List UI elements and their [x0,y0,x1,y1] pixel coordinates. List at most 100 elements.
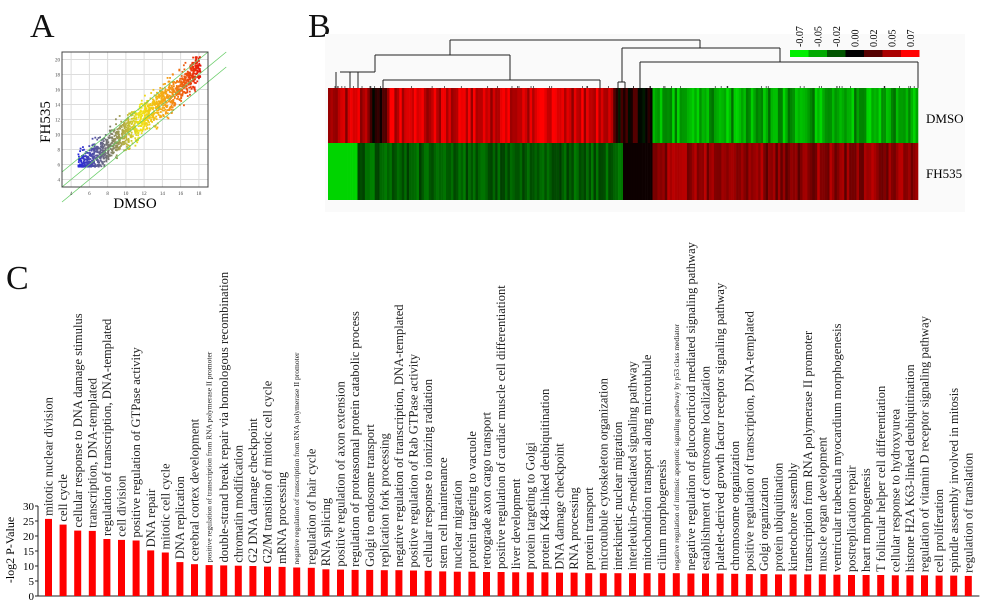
scatter-point [145,113,148,116]
scatter-point [153,125,155,128]
heatmap-cell [846,143,850,200]
heatmap-cell [573,88,577,143]
scatter-point [95,156,98,159]
scatter-point [189,72,192,75]
heatmap-cell [851,143,855,200]
scatter-point [130,136,133,139]
bar [161,552,169,596]
scatter-point [145,113,148,116]
scatter-point [175,87,178,90]
heatmap-cell [600,143,604,200]
scatter-point [160,100,163,103]
scatter-point [91,152,94,155]
bar [585,573,593,596]
scatter-point [83,158,86,161]
heatmap-cell [544,143,548,200]
heatmap-cell [571,88,575,143]
bar [906,575,914,596]
scatter-point [105,160,108,163]
scatter-point [174,91,176,94]
y-tick-label: 15 [23,546,35,558]
scatter-point [153,104,156,106]
heatmap-cell [396,143,400,200]
scatter-point [135,139,138,141]
scatter-point [162,109,164,112]
scatter-point [178,93,181,95]
heatmap-cell [340,143,344,200]
scatter-point [99,157,102,160]
heatmap-cell [396,88,400,143]
heatmap-cell [632,88,636,143]
scatter-point [81,165,84,168]
heatmap-cell [772,143,776,200]
scatter-point [148,112,150,115]
scatter-point [197,70,200,73]
heatmap-cell [485,143,489,200]
scatter-point [154,101,156,104]
scatter-point [151,120,153,123]
scatter-point [115,149,118,152]
scatter-point [144,122,147,124]
scatter-point [152,119,155,121]
scatter-point [118,140,121,143]
heatmap-cell [529,143,533,200]
scatter-point [164,92,167,95]
scatter-point [86,158,89,160]
scatter-point [122,137,124,140]
bar-category-label: spindle assembly involved in mitosis [947,388,961,573]
heatmap-cell [473,88,476,143]
scatter-point [84,164,87,167]
heatmap-cell [844,143,848,200]
scatter-point [102,145,105,148]
heatmap-cell [332,143,336,200]
scatter-point [154,124,157,127]
scatter-point [131,142,134,145]
scatter-point [171,92,174,95]
scatter-point [86,165,89,168]
scatter-point [137,116,140,119]
heatmap-cell [431,143,435,200]
heatmap-cell [745,88,749,143]
scatter-point [117,130,120,133]
scatter-point [123,137,125,140]
scatter-point [183,79,185,82]
scatter-point [117,142,120,145]
scatter-point [94,136,97,139]
x-tick-label: 4 [70,192,73,197]
scatter-point [158,95,161,98]
scatter-point [164,91,167,94]
heatmap-cell [861,88,865,143]
scatter-point [192,56,194,59]
heatmap-cell [716,88,720,143]
y-tick-label: 20 [23,531,35,543]
scatter-point [134,130,137,133]
scatter-point [160,103,163,106]
heatmap-cell [362,88,366,143]
heatmap-cell [792,88,796,143]
scatter-point [106,152,109,155]
scatter-point [107,158,110,161]
scatter-point [134,113,137,116]
scatter-point [152,98,154,101]
scatter-point [191,65,194,68]
heatmap-cell [458,88,462,143]
scatter-point [178,99,181,101]
scatter-point [144,128,147,131]
scatter-point [80,165,83,168]
heatmap-cell [888,143,892,200]
scatter-point [144,123,147,126]
scatter-point [186,79,189,82]
bar-category-label: DNA replication [173,475,187,559]
scatter-point [195,56,198,59]
scatter-point [80,160,83,163]
scatter-point [164,104,166,107]
scatter-point [194,56,197,59]
scatter-point [119,145,121,148]
y-tick-label: 4 [58,179,61,184]
scatter-point [116,146,119,149]
scatter-point [197,66,200,69]
heatmap-cell [495,88,498,143]
scatter-point [93,143,96,146]
scatter-point [89,152,92,155]
scatter-point [194,69,197,72]
